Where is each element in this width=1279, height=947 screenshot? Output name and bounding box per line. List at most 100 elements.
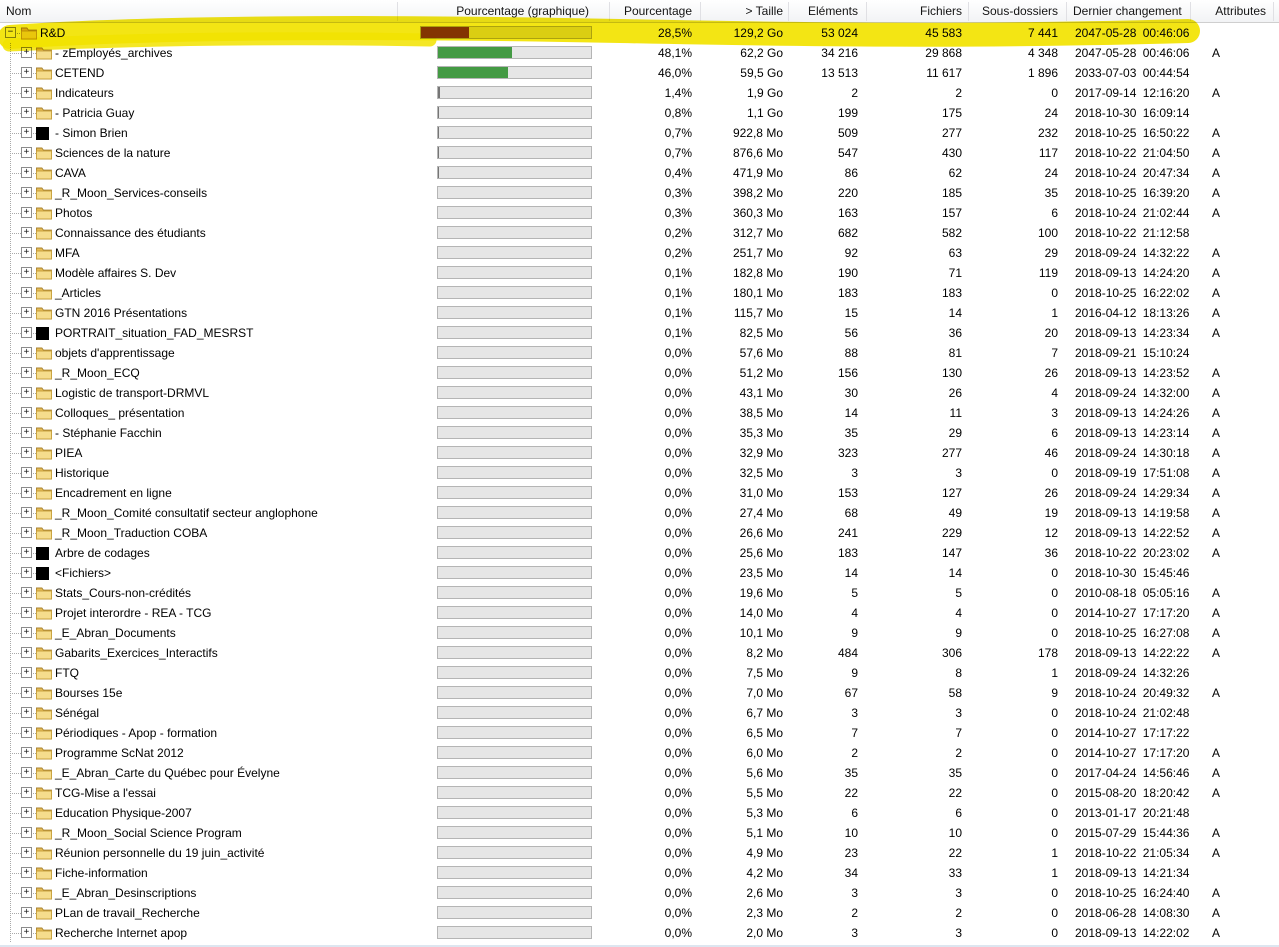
column-header-attributes[interactable]: Attributes [1215,4,1266,18]
expand-toggle[interactable]: + [21,727,32,738]
table-row[interactable]: + - Stéphanie Facchin 0,0% 35,3 Mo 35 29… [0,423,1279,443]
expand-toggle[interactable]: + [21,647,32,658]
expand-toggle[interactable]: + [21,607,32,618]
table-row[interactable]: + Sciences de la nature 0,7% 876,6 Mo 54… [0,143,1279,163]
column-separator[interactable] [788,2,789,21]
table-row[interactable]: + Sénégal 0,0% 6,7 Mo 3 3 0 2018-10-24 2… [0,703,1279,723]
table-row[interactable]: + Logistic de transport-DRMVL 0,0% 43,1 … [0,383,1279,403]
table-row[interactable]: + PIEA 0,0% 32,9 Mo 323 277 46 2018-09-2… [0,443,1279,463]
table-row[interactable]: + FTQ 0,0% 7,5 Mo 9 8 1 2018-09-24 14:32… [0,663,1279,683]
column-separator[interactable] [609,2,610,21]
expand-toggle[interactable]: + [21,627,32,638]
table-row[interactable]: + _E_Abran_Carte du Québec pour Évelyne … [0,763,1279,783]
expand-toggle[interactable]: + [21,807,32,818]
table-row[interactable]: + Encadrement en ligne 0,0% 31,0 Mo 153 … [0,483,1279,503]
expand-toggle[interactable]: + [21,227,32,238]
table-row[interactable]: + Projet interordre - REA - TCG 0,0% 14,… [0,603,1279,623]
expand-toggle[interactable]: + [21,247,32,258]
table-row[interactable]: + Colloques_ présentation 0,0% 38,5 Mo 1… [0,403,1279,423]
table-row[interactable]: + Photos 0,3% 360,3 Mo 163 157 6 2018-10… [0,203,1279,223]
table-row[interactable]: + CETEND 46,0% 59,5 Go 13 513 11 617 1 8… [0,63,1279,83]
expand-toggle[interactable]: + [21,47,32,58]
table-row[interactable]: + _R_Moon_Traduction COBA 0,0% 26,6 Mo 2… [0,523,1279,543]
column-separator[interactable] [700,2,701,21]
table-row[interactable]: + Réunion personnelle du 19 juin_activit… [0,843,1279,863]
expand-toggle[interactable]: + [21,787,32,798]
table-row[interactable]: + Connaissance des étudiants 0,2% 312,7 … [0,223,1279,243]
column-header-pct[interactable]: Pourcentage [623,4,692,18]
table-row[interactable]: + PORTRAIT_situation_FAD_MESRST 0,1% 82,… [0,323,1279,343]
table-row[interactable]: + GTN 2016 Présentations 0,1% 115,7 Mo 1… [0,303,1279,323]
column-header-nom[interactable]: Nom [6,4,32,18]
expand-toggle[interactable]: + [21,927,32,938]
expand-toggle[interactable]: + [21,587,32,598]
table-row[interactable]: + Stats_Cours-non-crédités 0,0% 19,6 Mo … [0,583,1279,603]
expand-toggle[interactable]: + [21,547,32,558]
table-row[interactable]: + Arbre de codages 0,0% 25,6 Mo 183 147 … [0,543,1279,563]
expand-toggle[interactable]: + [21,527,32,538]
table-row[interactable]: + - Simon Brien 0,7% 922,8 Mo 509 277 23… [0,123,1279,143]
expand-toggle[interactable]: − [5,27,16,38]
expand-toggle[interactable]: + [21,207,32,218]
column-separator[interactable] [866,2,867,21]
expand-toggle[interactable]: + [21,707,32,718]
expand-toggle[interactable]: + [21,307,32,318]
expand-toggle[interactable]: + [21,767,32,778]
column-header-changed[interactable]: Dernier changement [1073,4,1182,18]
table-row[interactable]: + _E_Abran_Documents 0,0% 10,1 Mo 9 9 0 … [0,623,1279,643]
expand-toggle[interactable]: + [21,127,32,138]
table-row[interactable]: + _R_Moon_ECQ 0,0% 51,2 Mo 156 130 26 20… [0,363,1279,383]
column-separator[interactable] [1190,2,1191,21]
expand-toggle[interactable]: + [21,887,32,898]
expand-toggle[interactable]: + [21,907,32,918]
expand-toggle[interactable]: + [21,847,32,858]
table-row[interactable]: − R&D 28,5% 129,2 Go 53 024 45 583 7 441… [0,23,1279,43]
expand-toggle[interactable]: + [21,367,32,378]
table-row[interactable]: + CAVA 0,4% 471,9 Mo 86 62 24 2018-10-24… [0,163,1279,183]
expand-toggle[interactable]: + [21,167,32,178]
column-separator[interactable] [1066,2,1067,21]
expand-toggle[interactable]: + [21,287,32,298]
expand-toggle[interactable]: + [21,427,32,438]
table-row[interactable]: + MFA 0,2% 251,7 Mo 92 63 29 2018-09-24 … [0,243,1279,263]
table-row[interactable]: + Fiche-information 0,0% 4,2 Mo 34 33 1 … [0,863,1279,883]
table-row[interactable]: + Bourses 15e 0,0% 7,0 Mo 67 58 9 2018-1… [0,683,1279,703]
expand-toggle[interactable]: + [21,827,32,838]
expand-toggle[interactable]: + [21,147,32,158]
expand-toggle[interactable]: + [21,867,32,878]
column-header-elements[interactable]: Eléments [807,4,858,18]
expand-toggle[interactable]: + [21,187,32,198]
table-row[interactable]: + Education Physique-2007 0,0% 5,3 Mo 6 … [0,803,1279,823]
expand-toggle[interactable]: + [21,267,32,278]
column-header-size[interactable]: > Taille [745,4,783,18]
table-row[interactable]: + _R_Moon_Social Science Program 0,0% 5,… [0,823,1279,843]
expand-toggle[interactable]: + [21,667,32,678]
expand-toggle[interactable]: + [21,387,32,398]
table-row[interactable]: + TCG-Mise a l'essai 0,0% 5,5 Mo 22 22 0… [0,783,1279,803]
column-separator[interactable] [1273,2,1274,21]
table-row[interactable]: + Indicateurs 1,4% 1,9 Go 2 2 0 2017-09-… [0,83,1279,103]
table-row[interactable]: + Modèle affaires S. Dev 0,1% 182,8 Mo 1… [0,263,1279,283]
table-row[interactable]: + _R_Moon_Services-conseils 0,3% 398,2 M… [0,183,1279,203]
table-row[interactable]: + Gabarits_Exercices_Interactifs 0,0% 8,… [0,643,1279,663]
table-row[interactable]: + Recherche Internet apop 0,0% 2,0 Mo 3 … [0,923,1279,943]
table-row[interactable]: + _E_Abran_Desinscriptions 0,0% 2,6 Mo 3… [0,883,1279,903]
expand-toggle[interactable]: + [21,507,32,518]
table-row[interactable]: + Historique 0,0% 32,5 Mo 3 3 0 2018-09-… [0,463,1279,483]
table-row[interactable]: + Programme ScNat 2012 0,0% 6,0 Mo 2 2 0… [0,743,1279,763]
table-row[interactable]: + objets d'apprentissage 0,0% 57,6 Mo 88… [0,343,1279,363]
expand-toggle[interactable]: + [21,487,32,498]
expand-toggle[interactable]: + [21,447,32,458]
table-row[interactable]: + - zEmployés_archives 48,1% 62,2 Go 34 … [0,43,1279,63]
expand-toggle[interactable]: + [21,687,32,698]
table-row[interactable]: + Périodiques - Apop - formation 0,0% 6,… [0,723,1279,743]
expand-toggle[interactable]: + [21,107,32,118]
column-header-graph[interactable]: Pourcentage (graphique) [456,4,589,18]
column-separator[interactable] [968,2,969,21]
expand-toggle[interactable]: + [21,327,32,338]
table-row[interactable]: + <Fichiers> 0,0% 23,5 Mo 14 14 0 2018-1… [0,563,1279,583]
table-row[interactable]: + _Articles 0,1% 180,1 Mo 183 183 0 2018… [0,283,1279,303]
table-row[interactable]: + - Patricia Guay 0,8% 1,1 Go 199 175 24… [0,103,1279,123]
expand-toggle[interactable]: + [21,347,32,358]
expand-toggle[interactable]: + [21,407,32,418]
